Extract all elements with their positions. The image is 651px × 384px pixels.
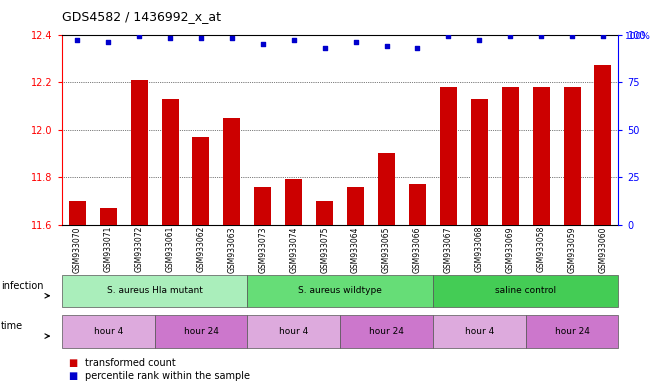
Point (320, 45, 330, 51)
Bar (378, 153, 395, 225)
Point (227, 35, 237, 41)
Point (103, 39, 113, 45)
Bar (533, 87, 549, 225)
Point (598, 33, 608, 40)
Bar (502, 87, 519, 225)
Point (381, 43, 392, 49)
Bar (69, 201, 86, 225)
Point (412, 45, 422, 51)
Bar (223, 118, 240, 225)
Text: hour 24: hour 24 (555, 327, 590, 336)
Bar (131, 80, 148, 225)
Text: ■: ■ (68, 358, 77, 368)
Bar (440, 87, 457, 225)
Point (134, 33, 145, 40)
Text: infection: infection (1, 281, 43, 291)
Text: S. aureus Hla mutant: S. aureus Hla mutant (107, 286, 202, 295)
Text: percentile rank within the sample: percentile rank within the sample (85, 371, 249, 381)
Bar (564, 87, 581, 225)
Bar (255, 187, 271, 225)
Bar (193, 137, 210, 225)
Point (536, 33, 546, 40)
Point (474, 37, 484, 43)
Text: transformed count: transformed count (85, 358, 175, 368)
Point (72, 37, 83, 43)
Text: ■: ■ (68, 371, 77, 381)
Text: hour 24: hour 24 (369, 327, 404, 336)
Bar (100, 208, 117, 225)
Bar (409, 184, 426, 225)
Bar (161, 99, 178, 225)
Bar (471, 99, 488, 225)
Text: 100%: 100% (626, 32, 651, 41)
Text: time: time (1, 321, 23, 331)
Bar (594, 65, 611, 225)
Point (258, 41, 268, 47)
Point (288, 37, 299, 43)
Bar (316, 201, 333, 225)
Point (567, 33, 577, 40)
Point (505, 33, 516, 40)
Point (196, 35, 206, 41)
Text: GDS4582 / 1436992_x_at: GDS4582 / 1436992_x_at (62, 10, 221, 23)
Text: S. aureus wildtype: S. aureus wildtype (298, 286, 382, 295)
Text: saline control: saline control (495, 286, 556, 295)
Bar (347, 187, 364, 225)
Text: hour 4: hour 4 (465, 327, 494, 336)
Text: hour 4: hour 4 (94, 327, 123, 336)
Point (165, 35, 175, 41)
Point (443, 33, 454, 40)
Text: hour 24: hour 24 (184, 327, 219, 336)
Bar (285, 179, 302, 225)
Point (350, 39, 361, 45)
Text: hour 4: hour 4 (279, 327, 309, 336)
